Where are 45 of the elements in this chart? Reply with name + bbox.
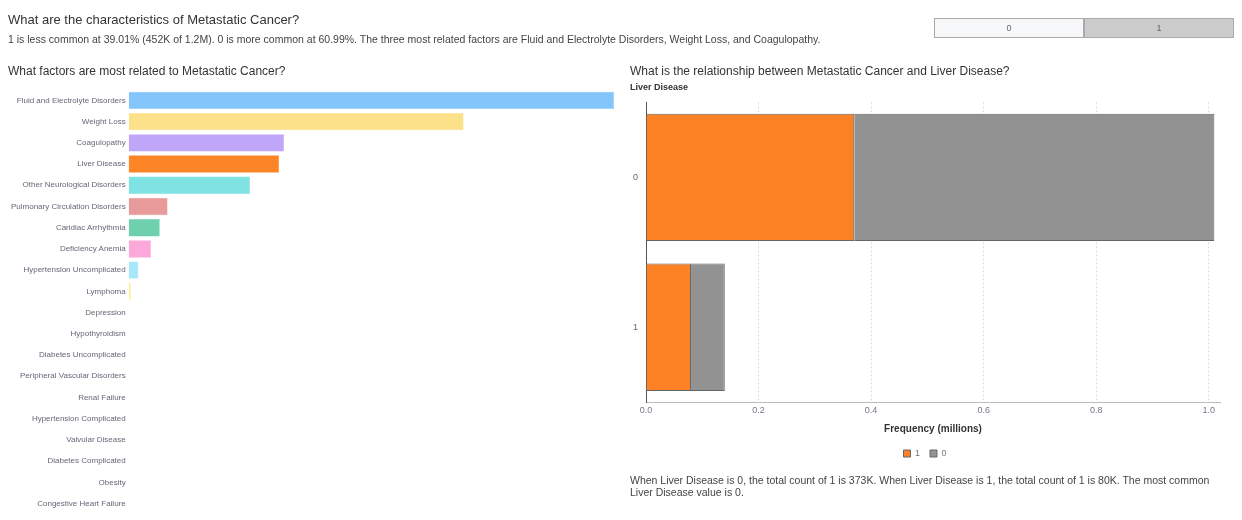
x-tick-label: 0.4 [864,405,878,416]
y-tick-label: Deficiency Anemia [59,244,127,254]
text: 1 [1084,18,1234,38]
text: 1 is less common at 39.01% (452K of 1.2M). 0 is more common at 60.99%. The three most related factors are Fluid and Electrolyte Disorders, Weight Loss, and Coagulopathy. [8,33,822,45]
y-tick-label: Hypothyroidism [70,329,127,339]
text: 0 [934,18,1084,38]
x-axis-title: Frequency (millions) [884,422,982,434]
y-tick-label: Caridiac Arrhythmia [55,222,127,232]
bar [128,219,160,237]
bar [128,176,251,194]
bar [128,134,284,152]
y-tick-label: Hypertension Complicated [31,413,126,423]
x-tick-label: 1.0 [1202,405,1215,416]
bar [128,91,614,110]
text: What are the characteristics of Metastatic Cancer? [8,12,300,27]
y-tick-label: Fluid and Electrolyte Disorders [16,95,126,105]
y-tick-label: Other Neurological Disorders [22,180,126,190]
y-tick-label: Valvular Disease [66,435,127,445]
x-tick-label: 0.2 [752,405,765,416]
x-tick-label: 0.6 [977,405,990,416]
y-tick-label: Diabetes Complicated [47,456,126,466]
x-tick-label: 0.0 [639,405,653,416]
bar [128,112,464,131]
y-tick-label: Diabetes Uncomplicated [38,350,126,360]
bar [128,240,152,258]
legend-label: 0 [941,447,947,458]
y-tick-label: Coagulopathy [76,138,126,148]
legend-label: 1 [914,447,921,458]
y-tick-label: Obesity [98,477,126,487]
bar [128,155,280,173]
y-tick-label: Depression [85,307,126,317]
y-tick-label: Peripheral Vascular Disorders [20,371,126,381]
text: When Liver Disease is 0, the total count of 1 is 373K. When Liver Disease is 1, the total count of 1 is 80K. The most common Liver Disease value is 0. [630,474,1210,498]
bar [128,261,139,279]
bar [128,197,168,216]
y-tick-label: Congestive Heart Failure [37,498,127,508]
y-tick-label: Renal Failure [78,392,127,402]
y-tick-label: Hypertension Uncomplicated [23,265,126,275]
y-tick-label: Pulmonary Circulation Disorders [10,201,126,211]
y-tick-label: Liver Disease [77,159,127,169]
x-tick-label: 0.8 [1089,405,1103,416]
chart-title: What is the relationship between Metastatic Cancer and Liver Disease? [630,64,1011,80]
chart-title: What factors are most related to Metastatic Cancer? [8,64,287,80]
y-tick-label: Lymphoma [86,286,127,296]
y-tick-label: Weight Loss [81,116,126,126]
